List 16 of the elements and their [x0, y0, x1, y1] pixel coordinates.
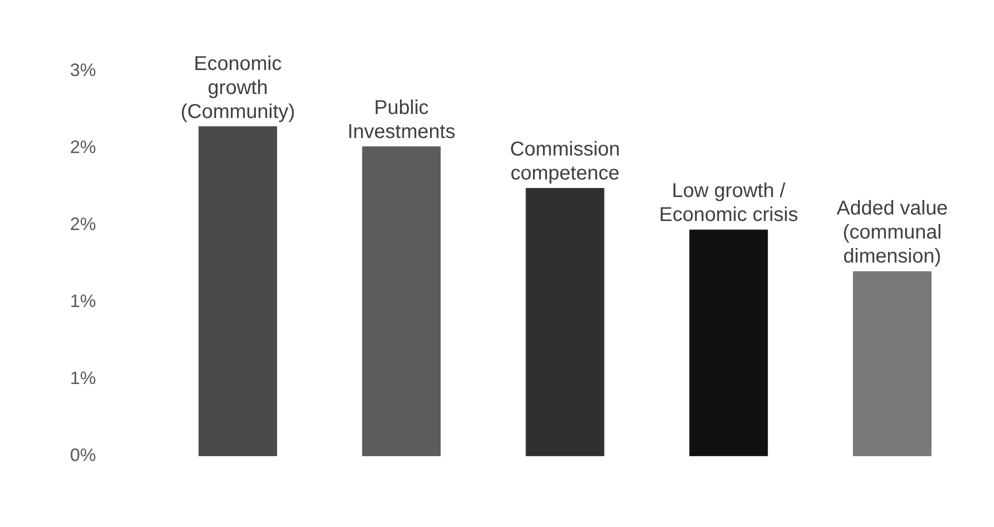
y-tick-label: 1%: [70, 291, 96, 312]
bar: [852, 271, 932, 456]
bar: [362, 146, 441, 456]
bar: [198, 126, 278, 456]
bar: [526, 188, 604, 456]
y-tick-label: 3%: [70, 60, 96, 80]
x-tick-label: Economic growth (Community): [180, 52, 296, 123]
x-tick-label: Public Investments: [347, 96, 456, 143]
y-tick-label: 1%: [70, 368, 96, 388]
x-tick-label: Low growth / Economic crisis: [659, 180, 798, 226]
y-tick-label: 2%: [70, 214, 96, 234]
x-tick-label: Commission competence: [510, 138, 620, 184]
bar: [689, 230, 768, 456]
y-tick-label: 2%: [70, 136, 96, 157]
y-tick-label: 0%: [70, 445, 96, 466]
x-tick-label: Added value (communal dimension): [836, 198, 948, 268]
